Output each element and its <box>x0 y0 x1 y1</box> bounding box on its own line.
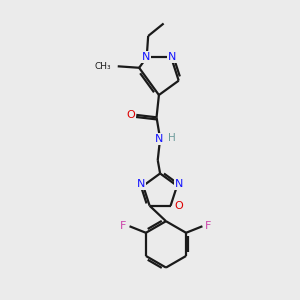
Text: O: O <box>175 201 184 211</box>
Text: O: O <box>126 110 135 120</box>
Text: N: N <box>168 52 176 62</box>
Text: F: F <box>120 221 127 231</box>
Text: N: N <box>175 179 184 189</box>
Text: F: F <box>206 221 212 231</box>
Text: N: N <box>154 134 163 144</box>
Text: H: H <box>168 133 176 142</box>
Text: CH₃: CH₃ <box>94 62 111 71</box>
Text: N: N <box>136 179 145 189</box>
Text: N: N <box>142 52 150 62</box>
